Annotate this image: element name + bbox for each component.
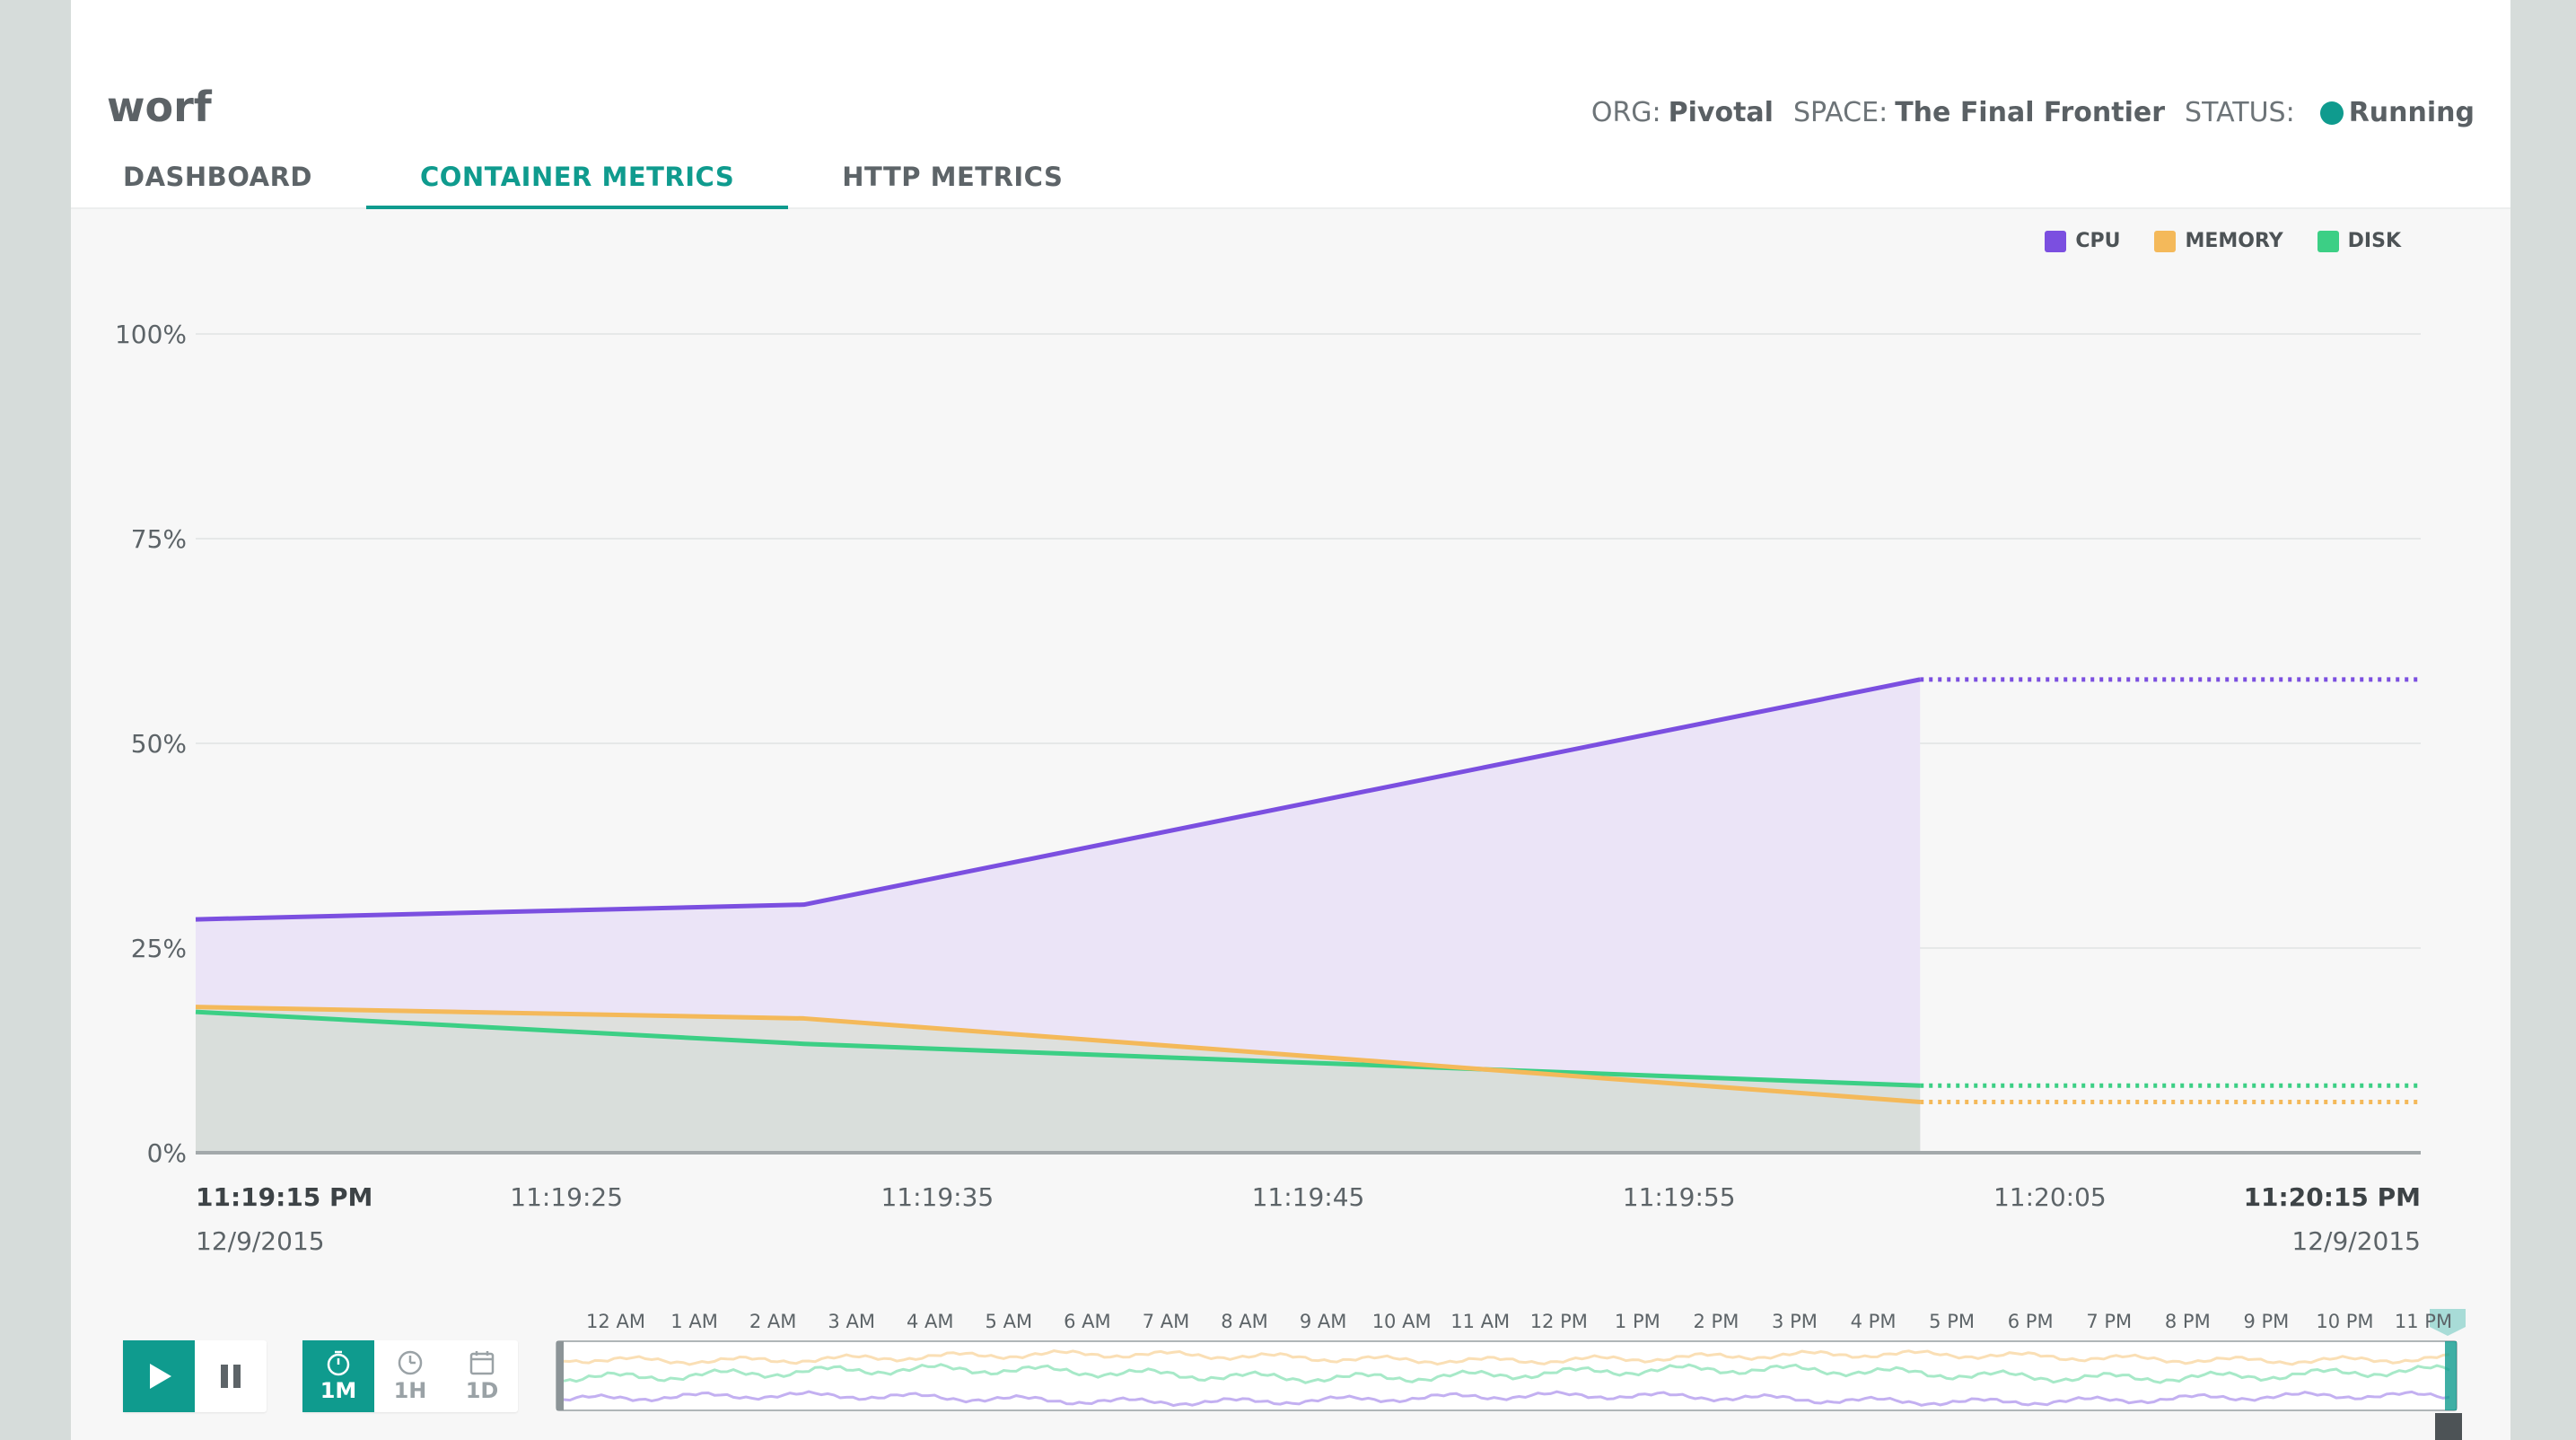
disk-series-line (195, 1009, 1921, 1088)
play-button[interactable] (123, 1340, 195, 1412)
status-dot-icon (2319, 101, 2344, 125)
cpu-series-line (195, 677, 1921, 922)
range-1m-button[interactable]: 1M (302, 1340, 374, 1412)
app-title: worf (107, 83, 212, 131)
clock-icon (398, 1350, 423, 1375)
timeline-hour-label: 5 PM (1929, 1311, 1976, 1332)
tab-dashboard[interactable]: DASHBOARD (123, 162, 312, 192)
x-tick-label: 11:19:35 (881, 1182, 994, 1212)
app-meta: ORG: Pivotal SPACE: The Final Frontier S… (1591, 97, 2475, 128)
x-end-date: 12/9/2015 (2291, 1226, 2421, 1256)
stopwatch-icon (327, 1350, 350, 1376)
timeline-hour-label: 12 AM (586, 1311, 645, 1332)
timeline-hour-label: 8 AM (1221, 1311, 1268, 1332)
timeline-cursor-marker (2430, 1309, 2466, 1336)
timeline-hour-label: 1 AM (670, 1311, 718, 1332)
y-tick-label: 100% (115, 320, 187, 349)
legend-label-disk: DISK (2347, 230, 2401, 252)
play-pause-group (123, 1340, 267, 1412)
timeline-hour-label: 7 PM (2086, 1311, 2133, 1332)
tab-http-metrics[interactable]: HTTP METRICS (842, 162, 1064, 192)
timeline-hour-label: 10 PM (2316, 1311, 2374, 1332)
disk-area (196, 1012, 1921, 1153)
timeline-hour-label: 12 PM (1529, 1311, 1588, 1332)
timeline-hour-label: 2 PM (1693, 1311, 1739, 1332)
app-card: worf ORG: Pivotal SPACE: The Final Front… (71, 0, 2510, 1440)
timeline-resize-handle (2435, 1413, 2462, 1440)
app-header: worf ORG: Pivotal SPACE: The Final Front… (71, 0, 2510, 209)
y-tick-label: 50% (131, 729, 187, 759)
y-tick-label: 0% (147, 1138, 187, 1168)
range-1d-label: 1D (465, 1378, 499, 1403)
timeline-disk-trace (563, 1363, 2450, 1384)
range-1h-label: 1H (393, 1378, 427, 1403)
timeline-memory-trace (563, 1349, 2450, 1366)
memory-series-line (195, 1005, 1921, 1104)
legend-swatch-disk (2317, 230, 2339, 252)
org-label: ORG: (1590, 97, 1661, 128)
legend-label-cpu: CPU (2075, 230, 2121, 252)
tab-container-metrics[interactable]: CONTAINER METRICS (366, 154, 789, 209)
timeline-hour-label: 7 AM (1142, 1311, 1190, 1332)
space-label: SPACE: (1792, 97, 1888, 128)
range-1d-button[interactable]: 1D (446, 1340, 518, 1412)
calendar-icon (469, 1351, 495, 1375)
timeline-hour-labels: 12 AM 1 AM 2 AM 3 AM 4 AM 5 AM 6 AM 7 AM 8 AM 9 A… (556, 1311, 2459, 1338)
timeline-left-handle (556, 1341, 564, 1410)
x-tick-label: 11:20:15 PM (2244, 1182, 2421, 1212)
timeline-hour-label: 6 PM (2007, 1311, 2054, 1332)
x-tick-label: 11:19:25 (510, 1182, 623, 1212)
timeline-cpu-trace (563, 1390, 2450, 1408)
timeline-hour-label: 4 AM (906, 1311, 954, 1332)
playback-controls: 1M 1H 1D (123, 1340, 518, 1412)
space-value: The Final Frontier (1895, 97, 2166, 128)
timeline-hour-label: 9 AM (1299, 1311, 1347, 1332)
timeline-hour-label: 9 PM (2243, 1311, 2290, 1332)
range-1m-label: 1M (320, 1378, 357, 1403)
timeline-hour-label: 11 AM (1450, 1311, 1511, 1332)
timeline-hour-label: 6 AM (1064, 1311, 1111, 1332)
x-tick-label: 11:19:15 PM (196, 1182, 372, 1212)
play-icon (150, 1364, 171, 1389)
x-tick-label: 11:19:45 (1252, 1182, 1365, 1212)
y-tick-label: 25% (131, 934, 187, 963)
timeline-hour-label: 4 PM (1850, 1311, 1897, 1332)
x-tick-label: 11:19:55 (1623, 1182, 1736, 1212)
chart-legend: CPU MEMORY DISK (2045, 230, 2401, 252)
timeline-hour-label: 10 AM (1371, 1311, 1432, 1332)
legend-item-cpu[interactable]: CPU (2045, 230, 2120, 252)
legend-swatch-memory (2154, 230, 2177, 252)
y-tick-label: 75% (131, 524, 187, 554)
time-range-group: 1M 1H 1D (302, 1340, 518, 1412)
x-start-date: 12/9/2015 (196, 1226, 325, 1256)
status-label: STATUS: (2185, 97, 2295, 128)
org-value: Pivotal (1668, 97, 1774, 128)
legend-item-disk[interactable]: DISK (2317, 230, 2401, 252)
legend-label-memory: MEMORY (2185, 230, 2283, 252)
timeline-hour-label: 11 PM (2394, 1311, 2453, 1332)
range-1h-button[interactable]: 1H (374, 1340, 446, 1412)
x-tick-label: 11:20:05 (1993, 1182, 2107, 1212)
timeline-hour-label: 1 PM (1614, 1311, 1660, 1332)
tab-bar: DASHBOARD CONTAINER METRICS HTTP METRICS (71, 154, 1117, 209)
pause-button[interactable] (195, 1340, 267, 1412)
pause-icon (221, 1365, 241, 1388)
timeline-hour-label: 2 AM (749, 1311, 797, 1332)
timeline-hour-label: 8 PM (2164, 1311, 2211, 1332)
timeline-hour-label: 3 PM (1772, 1311, 1818, 1332)
timeline-hour-label: 3 AM (828, 1311, 875, 1332)
legend-item-memory[interactable]: MEMORY (2154, 230, 2283, 252)
status-value: Running (2348, 97, 2475, 128)
timeline-selection-window (2445, 1341, 2457, 1410)
timeline-hour-label: 5 AM (985, 1311, 1033, 1332)
legend-swatch-cpu (2045, 230, 2067, 252)
